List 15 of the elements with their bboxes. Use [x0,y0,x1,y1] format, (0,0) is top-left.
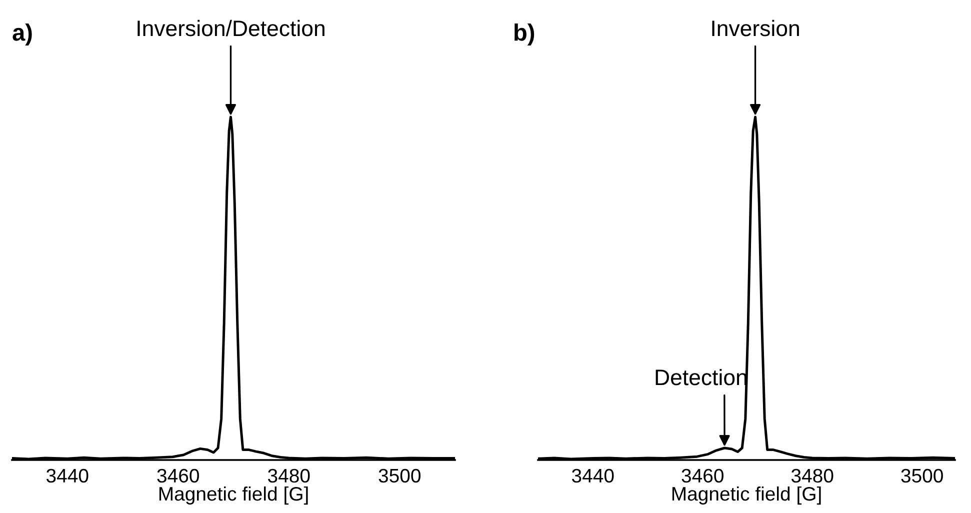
x-tick-label: 3460 [682,468,724,483]
x-tick-label: 3460 [157,468,199,483]
x-tick-label: 3500 [378,468,420,483]
x-tick-label: 3440 [572,468,614,483]
x-tick-label: 3500 [901,468,943,483]
x-axis-title: Magnetic field [G] [672,486,821,505]
annotation: Inversion [712,20,799,36]
x-axis-title: Magnetic field [G] [159,486,308,505]
annotation: Inversion/Detection [138,20,324,36]
x-tick-label: 3480 [791,468,834,483]
x-tick-label: 3440 [46,468,88,483]
annotation: Detection [656,368,746,386]
x-tick-label: 3480 [268,468,310,483]
chart-title: a) [12,23,32,46]
chart-title: b) [514,23,534,46]
